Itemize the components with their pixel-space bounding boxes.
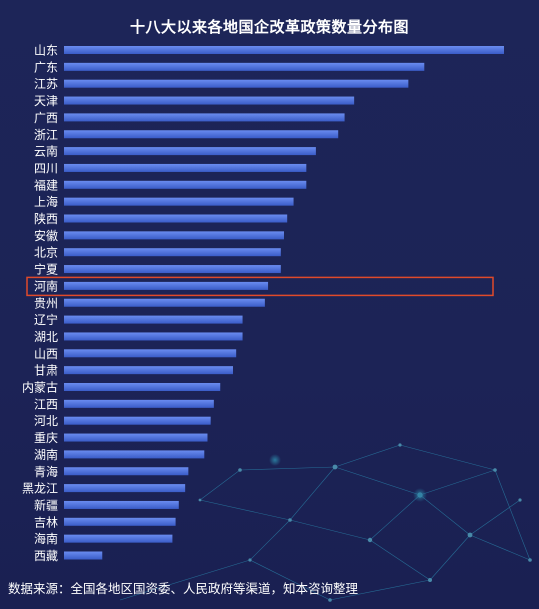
bar — [64, 551, 103, 560]
bar — [64, 248, 281, 257]
category-label: 新疆 — [34, 497, 58, 512]
category-label: 上海 — [34, 194, 58, 209]
bar — [64, 298, 265, 307]
category-label: 浙江 — [34, 128, 58, 142]
category-label: 甘肃 — [34, 364, 58, 378]
category-label: 天津 — [34, 94, 58, 108]
category-label: 内蒙古 — [22, 380, 58, 395]
bar — [64, 214, 288, 223]
bar — [64, 500, 179, 509]
category-label: 广东 — [34, 60, 58, 74]
chart-title: 十八大以来各地国企改革政策数量分布图 — [129, 18, 409, 36]
bar — [64, 163, 307, 172]
bar — [64, 433, 208, 442]
category-label: 贵州 — [34, 296, 58, 310]
bar — [64, 484, 186, 493]
bar — [64, 197, 294, 206]
category-label: 山西 — [34, 347, 58, 361]
bar — [64, 399, 214, 408]
category-label: 黑龙江 — [22, 482, 58, 496]
category-label: 湖南 — [34, 447, 58, 462]
category-label: 北京 — [34, 246, 58, 260]
bar — [64, 46, 504, 54]
category-label: 重庆 — [34, 431, 58, 445]
bar — [64, 180, 307, 189]
bar — [64, 517, 176, 526]
category-label: 山东 — [34, 44, 58, 58]
category-label: 河北 — [34, 414, 58, 428]
bar — [64, 265, 281, 274]
bar — [64, 534, 173, 543]
bars — [64, 46, 504, 560]
category-label: 西藏 — [34, 549, 58, 563]
category-label: 陕西 — [34, 211, 58, 226]
category-label: 宁夏 — [34, 262, 58, 277]
bar — [64, 450, 205, 459]
bar — [64, 315, 243, 324]
source-note: 数据来源：全国各地区国资委、人民政府等渠道，知本咨询整理 — [8, 581, 359, 596]
bar — [64, 113, 345, 122]
bar — [64, 79, 409, 88]
category-label: 江苏 — [34, 77, 58, 91]
category-label: 辽宁 — [34, 312, 58, 327]
category-label: 福建 — [34, 177, 58, 192]
category-label: 广西 — [34, 111, 58, 125]
category-label: 湖北 — [34, 329, 58, 344]
category-label: 安徽 — [34, 228, 58, 243]
bar — [64, 383, 221, 391]
bar — [64, 130, 339, 139]
bar — [64, 349, 237, 358]
network-decoration — [119, 443, 532, 602]
highlight-box — [26, 276, 494, 297]
bar — [64, 62, 425, 71]
bar — [64, 467, 189, 476]
category-label: 四川 — [34, 161, 58, 175]
category-label: 海南 — [34, 531, 58, 546]
bar — [64, 332, 243, 341]
category-label: 青海 — [34, 464, 58, 479]
bar — [64, 366, 233, 375]
category-label: 吉林 — [34, 515, 58, 529]
bar — [64, 147, 316, 156]
bar — [64, 281, 269, 290]
bar — [64, 96, 355, 105]
category-label: 云南 — [34, 144, 58, 159]
category-labels: 山东广东江苏天津广西浙江云南四川福建上海陕西安徽北京宁夏河南贵州辽宁湖北山西甘肃… — [22, 44, 58, 564]
category-label: 江西 — [34, 397, 58, 411]
bar — [64, 231, 284, 240]
bar — [64, 416, 211, 425]
category-label: 河南 — [34, 278, 58, 293]
